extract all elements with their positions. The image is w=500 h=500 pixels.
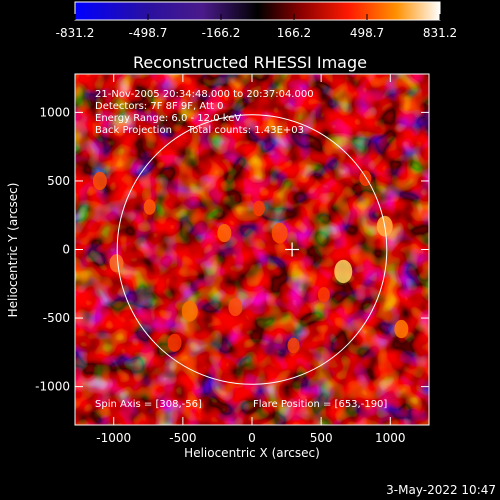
colorbar-ticks: -831.2 -498.7 -166.2 166.2 498.7 831.2 (56, 14, 457, 40)
colorbar-tick-label: -166.2 (202, 26, 241, 40)
x-tick-label: -1000 (96, 431, 131, 445)
observation-info-line: Detectors: 7F 8F 9F, Att 0 (95, 101, 223, 112)
y-axis-label: Heliocentric Y (arcsec) (6, 183, 20, 318)
bright-source-blob (317, 286, 330, 303)
image-panel: -1000 -500 0 500 1000 1000 500 0 -500 -1000 (35, 73, 430, 445)
reconstructed-image (75, 74, 429, 425)
flare-position-marker (285, 242, 300, 257)
colorbar-tick-label: 831.2 (423, 26, 457, 40)
x-axis-ticks: -1000 -500 0 500 1000 (96, 74, 406, 445)
x-tick-label: 1000 (375, 431, 406, 445)
y-tick-label: 0 (62, 243, 70, 257)
x-tick-label: 0 (248, 431, 256, 445)
y-tick-label: 1000 (39, 105, 70, 119)
x-tick-label: 500 (310, 431, 333, 445)
colorbar-tick-label: -831.2 (56, 26, 95, 40)
bright-source-blob (228, 297, 243, 317)
y-tick-label: 500 (47, 174, 70, 188)
plot-title: Reconstructed RHESSI Image (133, 53, 367, 72)
bright-source-blob (92, 171, 107, 191)
y-axis-ticks: 1000 500 0 -500 -1000 (35, 105, 429, 394)
colorbar-gradient (74, 1, 441, 21)
x-tick-label: -500 (169, 431, 196, 445)
observation-info-line: Back Projection Total counts: 1.43E+03 (95, 125, 304, 136)
y-tick-label: -500 (43, 311, 70, 325)
bright-source-blob (181, 300, 198, 322)
plot-timestamp: 3-May-2022 10:47 (386, 483, 496, 497)
bright-source-blob (271, 222, 288, 244)
colorbar-tick-label: 498.7 (350, 26, 384, 40)
observation-info: 21-Nov-2005 20:34:48.000 to 20:37:04.000… (95, 89, 314, 136)
colorbar-tick-label: -498.7 (129, 26, 168, 40)
colorbar-tick-label: 166.2 (277, 26, 311, 40)
bright-source-blob (143, 199, 156, 215)
bright-source-blob (287, 337, 300, 354)
colorbar: -831.2 -498.7 -166.2 166.2 498.7 831.2 (56, 1, 457, 40)
observation-info-line: 21-Nov-2005 20:34:48.000 to 20:37:04.000 (95, 89, 314, 100)
observation-info-line: Energy Range: 6.0 - 12.0 keV (95, 113, 241, 124)
bright-source-blob (394, 319, 409, 339)
flare-position-label: Flare Position = [653,-190] (253, 399, 387, 410)
x-axis-label: Heliocentric X (arcsec) (184, 446, 320, 460)
solar-limb-circle (116, 114, 388, 385)
spin-axis-label: Spin Axis = [308,-56] (95, 399, 202, 410)
y-tick-label: -1000 (35, 380, 70, 394)
bright-source-blob (167, 333, 182, 352)
bright-source-blob (252, 200, 265, 217)
bright-source-blob (217, 223, 232, 243)
bright-source-blob (334, 259, 353, 284)
bright-source-blob (109, 254, 124, 273)
